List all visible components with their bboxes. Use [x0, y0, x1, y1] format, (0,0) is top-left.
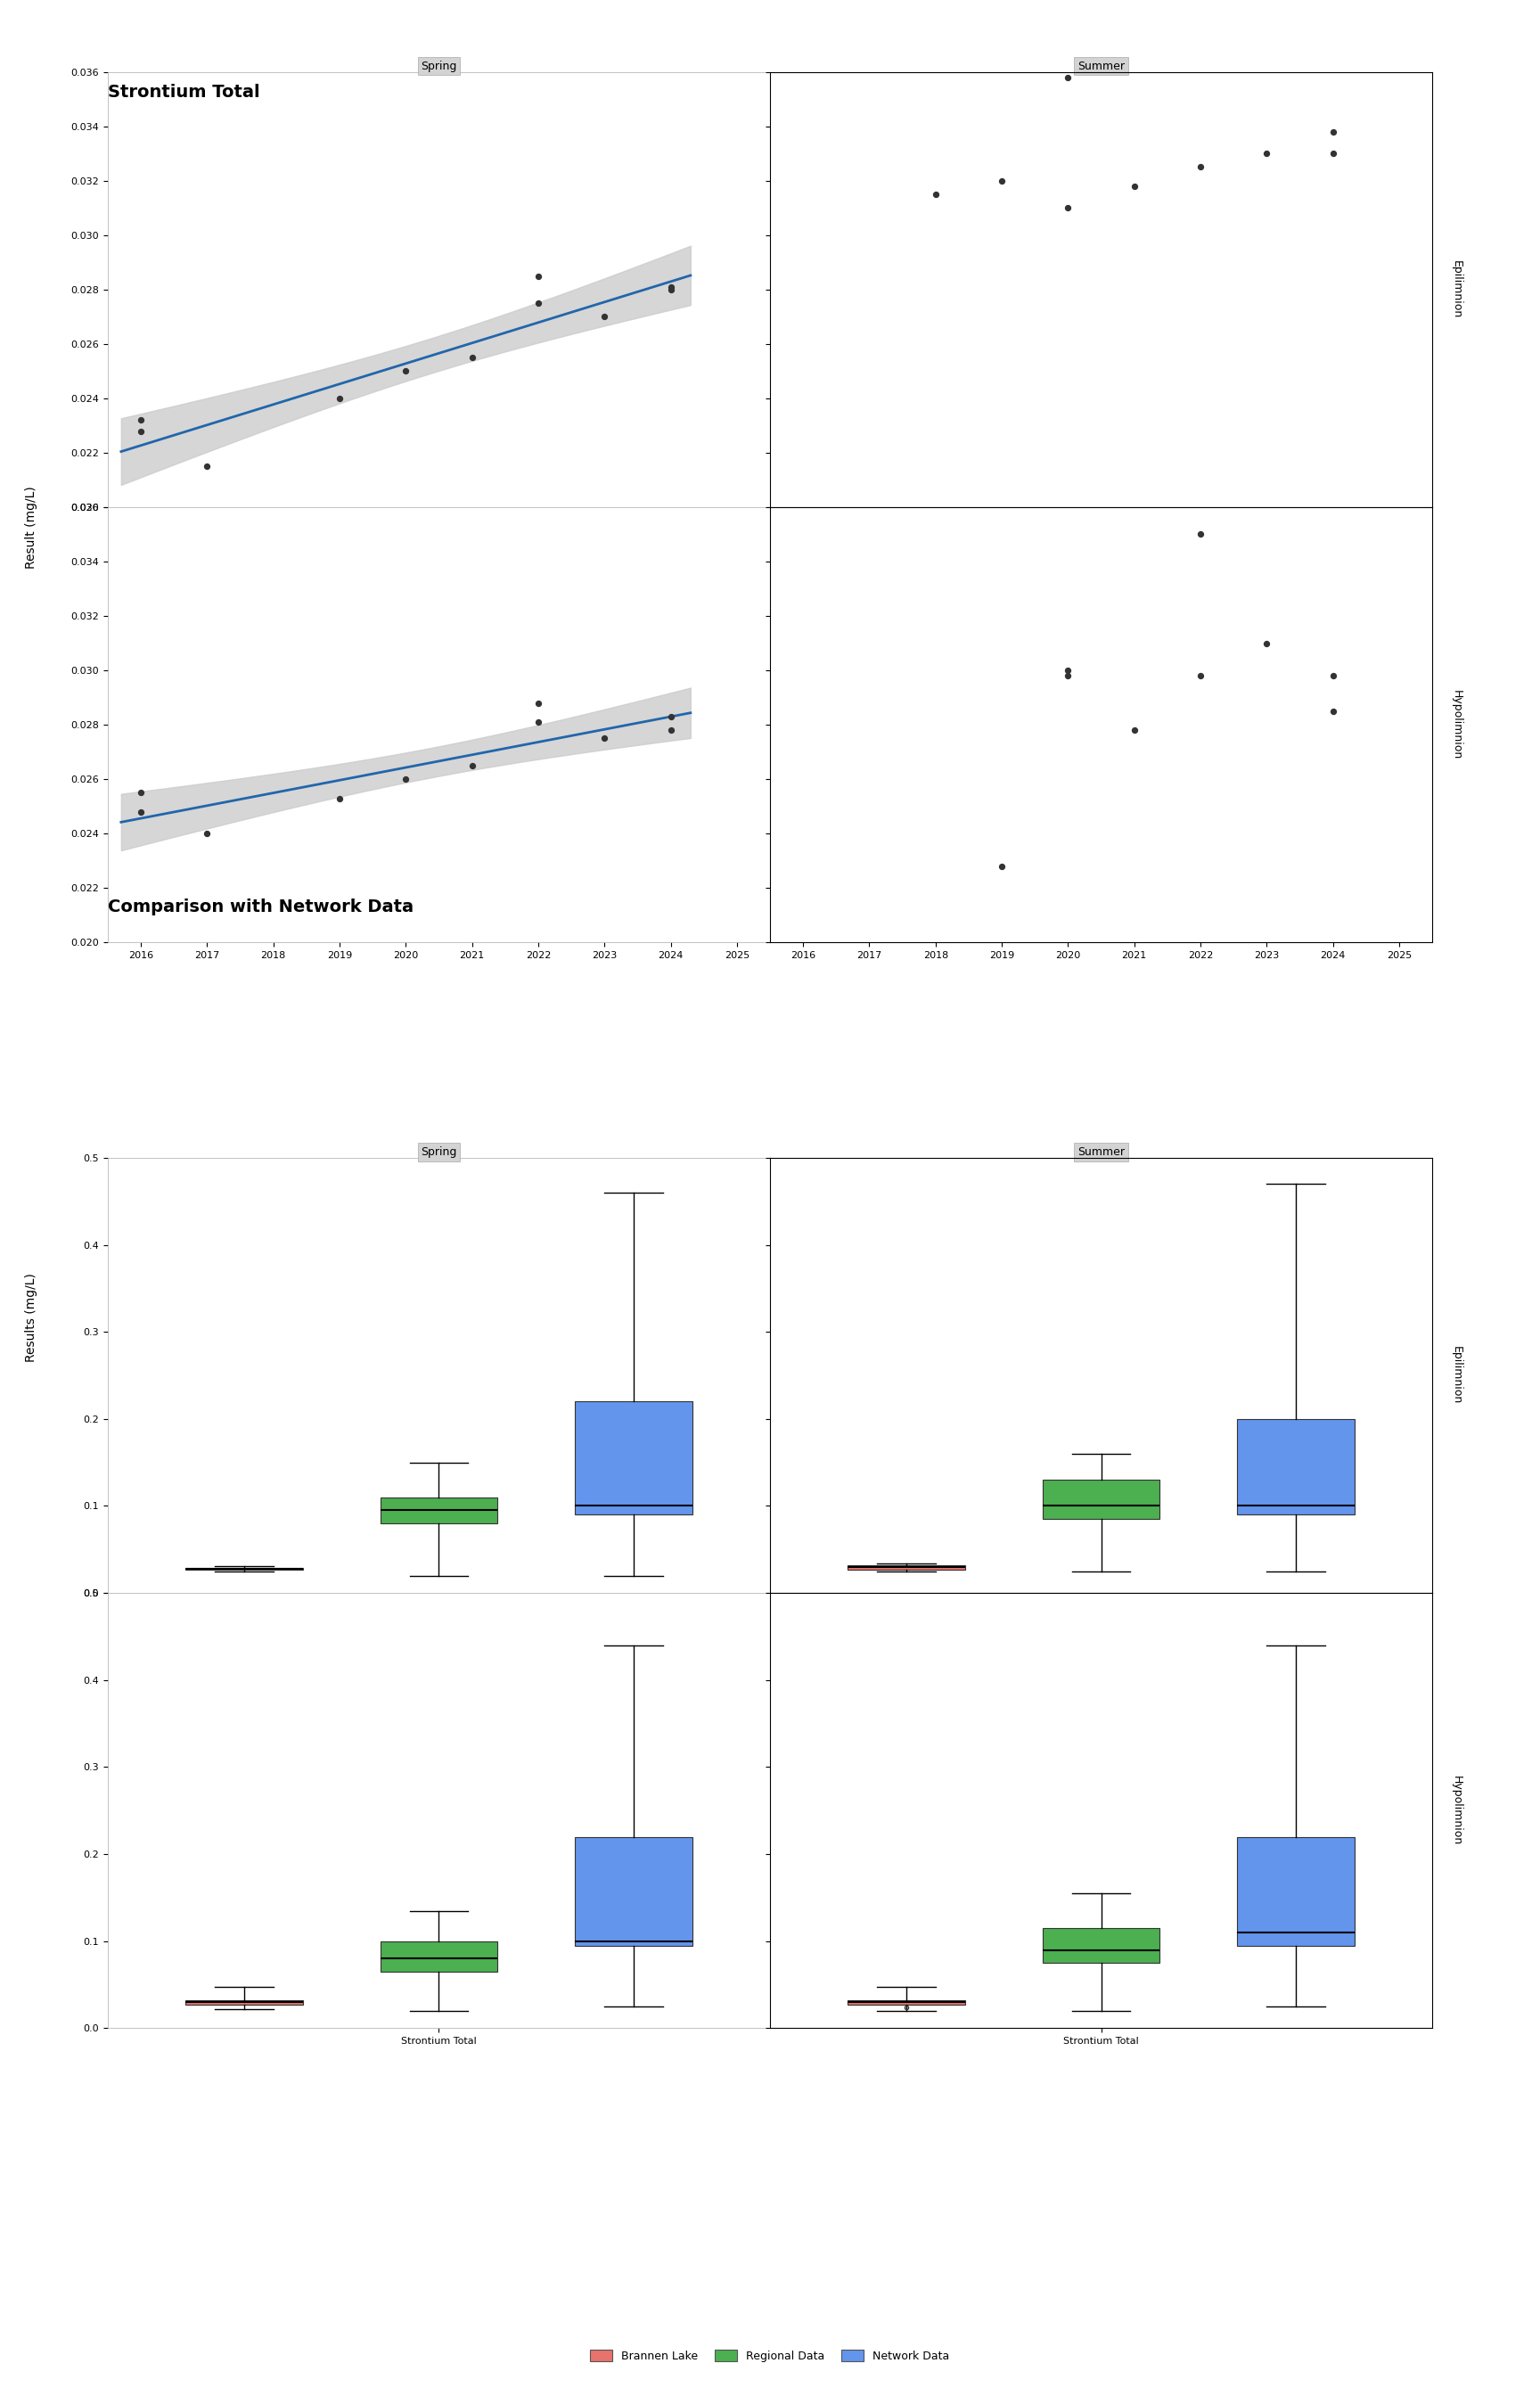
Point [1320, 134, 1344, 173]
Y-axis label: Hypolimnion: Hypolimnion [1451, 1775, 1463, 1845]
Title: Spring: Spring [420, 60, 457, 72]
Point [459, 748, 484, 786]
Point [1320, 657, 1344, 695]
Point [525, 256, 550, 295]
Point [328, 779, 353, 817]
Point [1055, 657, 1080, 695]
Point [194, 448, 219, 486]
PathPatch shape [576, 1838, 691, 1946]
Point [328, 379, 353, 417]
PathPatch shape [1043, 1481, 1160, 1519]
PathPatch shape [380, 1941, 497, 1972]
Text: Result (mg/L): Result (mg/L) [25, 486, 37, 568]
Point [128, 412, 152, 450]
Point [1254, 623, 1278, 661]
Point [525, 702, 550, 740]
Text: Comparison with Network Data: Comparison with Network Data [108, 898, 414, 915]
Y-axis label: Epilimnion: Epilimnion [1451, 1347, 1463, 1404]
PathPatch shape [849, 2001, 964, 2005]
Point [128, 793, 152, 831]
Point [989, 848, 1013, 887]
Title: Spring: Spring [420, 1145, 457, 1157]
Text: Results (mg/L): Results (mg/L) [25, 1272, 37, 1363]
Point [658, 697, 682, 736]
Point [1320, 692, 1344, 731]
Title: Summer: Summer [1078, 1145, 1124, 1157]
PathPatch shape [576, 1402, 691, 1514]
Point [394, 352, 419, 391]
Point [658, 268, 682, 307]
Point [525, 285, 550, 323]
Point [128, 774, 152, 812]
Point [459, 338, 484, 376]
Point [922, 175, 947, 213]
Y-axis label: Hypolimnion: Hypolimnion [1451, 690, 1463, 760]
Point [1187, 515, 1212, 553]
Point [1320, 113, 1344, 151]
Point [525, 683, 550, 721]
Point [128, 400, 152, 438]
PathPatch shape [186, 2001, 302, 2005]
PathPatch shape [380, 1498, 497, 1524]
Legend: Brannen Lake, Regional Data, Network Data: Brannen Lake, Regional Data, Network Dat… [585, 2346, 955, 2367]
PathPatch shape [1238, 1418, 1354, 1514]
Point [989, 161, 1013, 199]
Y-axis label: Epilimnion: Epilimnion [1451, 261, 1463, 319]
PathPatch shape [1043, 1929, 1160, 1962]
Point [394, 760, 419, 798]
Point [1187, 149, 1212, 187]
Point [591, 297, 616, 335]
Point [194, 815, 219, 853]
Point [591, 719, 616, 757]
Point [658, 271, 682, 309]
Point [1187, 657, 1212, 695]
Point [1121, 168, 1146, 206]
Point [1254, 134, 1278, 173]
Title: Summer: Summer [1078, 60, 1124, 72]
Point [1055, 189, 1080, 228]
Text: Strontium Total: Strontium Total [108, 84, 260, 101]
PathPatch shape [1238, 1838, 1354, 1946]
Point [658, 712, 682, 750]
PathPatch shape [849, 1565, 964, 1569]
Point [1121, 712, 1146, 750]
Point [1055, 652, 1080, 690]
Point [1055, 58, 1080, 96]
